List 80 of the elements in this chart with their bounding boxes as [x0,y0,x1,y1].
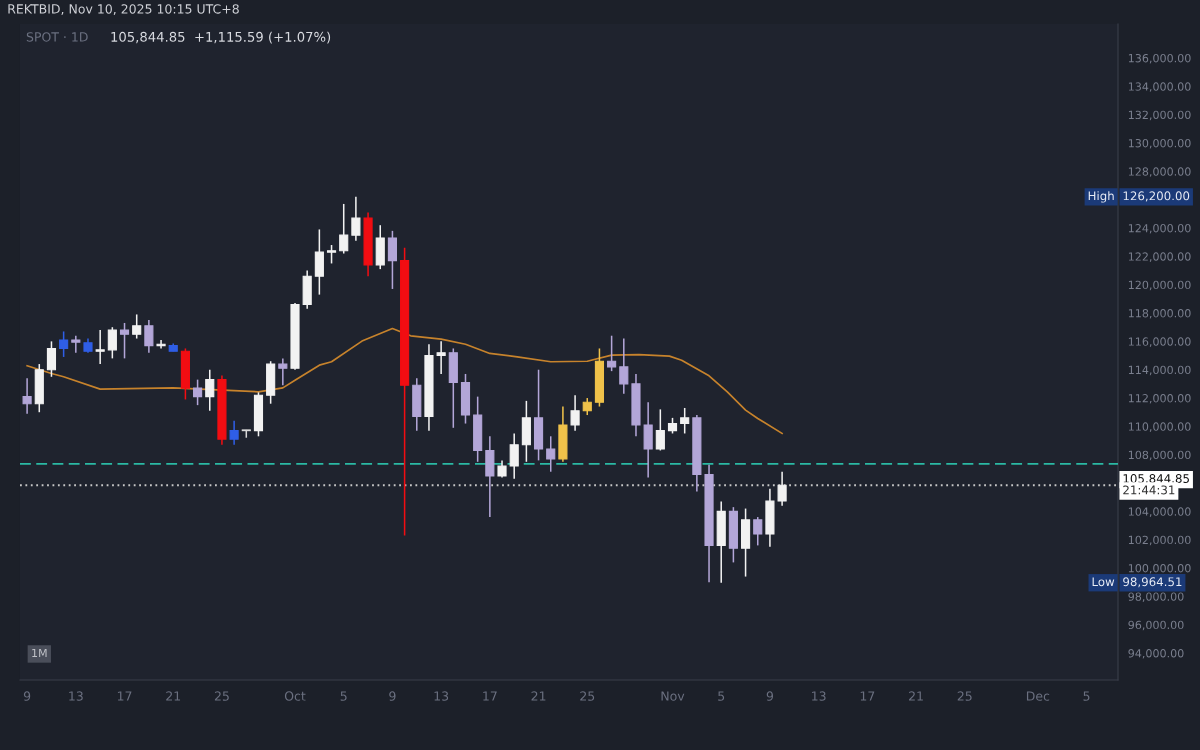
text: 98,964.51 [1123,577,1182,588]
y-tick-label: 134,000.00 [1128,82,1191,92]
x-tick-label: 9 [23,691,31,701]
x-tick-label: 17 [483,691,497,701]
candlestick [509,432,519,480]
text: 126,200.00 [1123,191,1190,202]
annotation: Low [1092,577,1115,587]
x-tick-label: 17 [860,691,875,701]
y-tick-label: 122,000.00 [1128,252,1191,262]
annotation: High [1088,191,1114,203]
y-tick-label: 104,000.00 [1128,507,1191,517]
candlestick [144,319,154,354]
x-tick-label: 21 [909,691,923,701]
y-tick-label: 100,000.00 [1128,564,1191,574]
y-tick-label: 108,000.00 [1128,450,1191,461]
x-tick-label: 5 [718,691,725,701]
x-tick-label: 9 [389,691,396,701]
candlestick [436,340,446,375]
x-tick-label: 9 [766,691,774,701]
x-tick-label: 13 [812,691,826,701]
candlestick [278,357,288,387]
y-tick-label: 124,000.00 [1128,224,1191,234]
candlestick [619,337,629,395]
y-tick-label: 132,000.00 [1128,110,1191,121]
candlestick [753,516,763,547]
x-tick-label: 25 [214,691,229,701]
text: SPOT · 1D [26,32,88,42]
y-tick-label: 116,000.00 [1128,337,1191,347]
y-tick-label: 96,000.00 [1128,620,1184,631]
candlestick [387,230,398,290]
y-tick-label: 98,000.00 [1128,592,1184,602]
y-tick-label: 112,000.00 [1128,394,1191,404]
candlestick [680,407,690,435]
candlestick [326,244,337,265]
y-tick-label: 110,000.00 [1128,422,1191,432]
candlestick [339,203,349,255]
y-tick-label: 102,000.00 [1128,535,1191,546]
candlestick [156,339,166,350]
y-tick-label: 114,000.00 [1128,365,1191,376]
candlestick [607,334,617,372]
candlestick [351,196,361,242]
x-tick-label: 13 [434,691,449,701]
y-tick-label: 128,000.00 [1128,167,1191,177]
candlestick [59,330,69,358]
candlestick [22,377,32,415]
x-tick-label: Oct [284,691,306,701]
x-tick-label: 21 [166,691,181,701]
x-tick-label: 17 [117,691,132,701]
ref-line-label: 105,844.85 [1123,474,1189,485]
text: REKTBID, Nov 10, 2025 10:15 UTC+8 [8,4,239,15]
y-tick-label: 130,000.00 [1128,138,1191,149]
line-series [26,327,783,435]
candlestick [570,394,580,432]
candlestick [777,470,787,507]
candlestick [46,340,57,378]
x-tick-label: 25 [957,691,972,701]
candlestick [132,313,142,340]
candlestick [95,329,105,365]
candlestick [655,408,665,452]
candlestick [71,334,81,354]
x-tick-label: 21 [531,691,546,701]
x-tick-label: Dec [1026,691,1050,701]
x-tick-label: 5 [340,691,347,701]
candlestick [107,326,117,360]
y-tick-label: 94,000.00 [1128,649,1184,659]
x-tick-label: 13 [69,691,83,701]
x-tick-label: 5 [1083,691,1090,701]
candlestick [119,322,130,360]
y-tick-label: 118,000.00 [1128,309,1191,319]
x-tick-label: Nov [661,691,685,701]
y-tick-label: 136,000.00 [1128,53,1191,64]
candlestick [229,419,239,446]
candlestick [193,378,203,406]
y-tick-label: 120,000.00 [1128,280,1191,291]
text: 21:44:31 [1123,485,1175,495]
text: 105,844.85 +1,115.59 (+1.07%) [111,31,331,44]
x-tick-label: 25 [580,691,595,701]
candlestick [205,368,215,412]
annotation: 1M [32,648,47,658]
candlestick [546,435,556,473]
